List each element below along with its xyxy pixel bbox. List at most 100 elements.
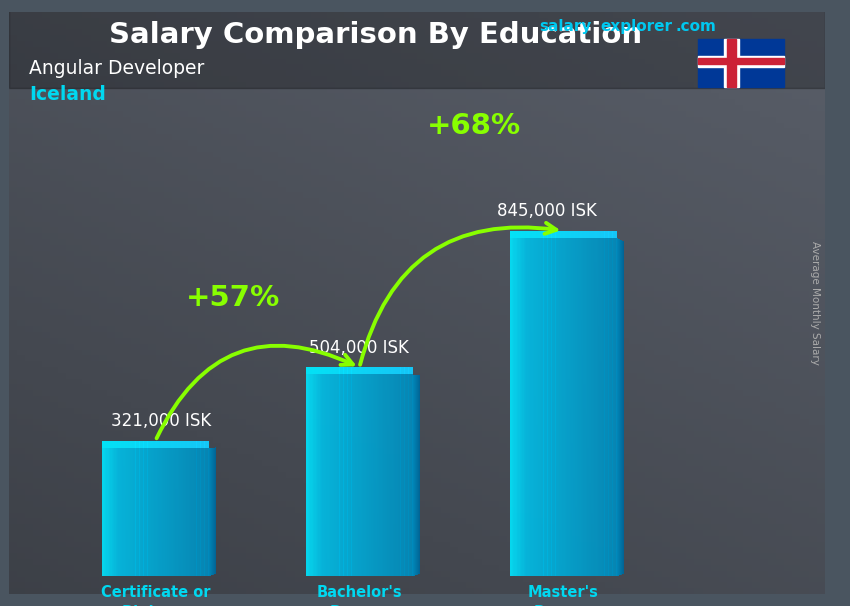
Bar (598, 231, 599, 238)
Bar (351, 375, 353, 576)
Bar (576, 238, 578, 576)
Bar (121, 448, 122, 576)
Bar (126, 441, 128, 448)
Bar (170, 441, 172, 448)
Text: explorer: explorer (600, 19, 672, 34)
Bar (513, 231, 514, 238)
Bar (615, 238, 616, 576)
Bar (522, 231, 524, 238)
Bar (163, 448, 165, 576)
Bar (199, 441, 201, 448)
Bar (306, 367, 308, 375)
Bar (543, 231, 545, 238)
Bar (396, 367, 398, 375)
Bar (550, 231, 552, 238)
Bar (698, 39, 784, 87)
Bar (332, 367, 333, 375)
Bar (405, 375, 407, 576)
Bar (516, 238, 517, 576)
Bar (574, 231, 575, 238)
Bar (109, 448, 110, 576)
Text: +68%: +68% (427, 112, 521, 140)
Bar (156, 448, 158, 576)
Bar (135, 441, 137, 448)
Bar (102, 441, 104, 448)
Bar (365, 375, 366, 576)
Bar (122, 441, 123, 448)
Bar (393, 375, 394, 576)
Bar (314, 367, 315, 375)
Bar (366, 375, 367, 576)
Bar (196, 441, 198, 448)
Bar (372, 367, 374, 375)
Bar (158, 441, 160, 448)
Bar (578, 238, 580, 576)
Bar (526, 238, 528, 576)
Bar (567, 231, 569, 238)
Bar (537, 238, 538, 576)
Bar (557, 238, 558, 576)
Bar (144, 448, 146, 576)
Bar (137, 448, 139, 576)
Bar (615, 231, 616, 238)
Bar (310, 367, 312, 375)
Bar (599, 231, 601, 238)
Bar (320, 367, 321, 375)
Bar (8, 1, 824, 88)
Bar (386, 367, 388, 375)
Bar (360, 367, 362, 375)
Bar (150, 448, 151, 576)
Bar (529, 231, 530, 238)
Bar (329, 375, 331, 576)
Bar (114, 441, 116, 448)
Bar (517, 238, 518, 576)
Bar (559, 231, 561, 238)
Bar (374, 367, 376, 375)
Bar (357, 375, 358, 576)
Bar (345, 367, 346, 375)
Bar (132, 441, 133, 448)
Bar (153, 448, 154, 576)
Bar (308, 367, 309, 375)
Bar (407, 375, 409, 576)
Bar (381, 367, 382, 375)
Bar (564, 231, 566, 238)
Bar (570, 231, 571, 238)
Bar (141, 448, 142, 576)
Bar (139, 448, 141, 576)
Bar (513, 238, 514, 576)
Bar (390, 367, 391, 375)
Bar (343, 375, 345, 576)
Bar (405, 367, 407, 375)
Bar (550, 238, 552, 576)
Bar (564, 238, 566, 576)
Bar (325, 367, 326, 375)
Bar (561, 238, 562, 576)
Bar (538, 231, 540, 238)
Bar (521, 231, 523, 238)
Bar (525, 231, 526, 238)
Bar (313, 367, 314, 375)
Bar (168, 448, 170, 576)
Bar (394, 367, 395, 375)
Bar (519, 238, 521, 576)
Bar (369, 375, 370, 576)
Bar (354, 367, 355, 375)
Bar (129, 448, 130, 576)
Bar (597, 231, 598, 238)
Bar (339, 367, 341, 375)
Bar (518, 231, 519, 238)
Bar (327, 375, 329, 576)
Bar (205, 441, 206, 448)
Bar (547, 231, 549, 238)
Bar (154, 441, 156, 448)
Text: +57%: +57% (186, 284, 280, 311)
Bar (519, 231, 521, 238)
Bar (391, 375, 393, 576)
Bar (180, 441, 182, 448)
Bar (540, 238, 541, 576)
Bar (698, 39, 784, 87)
Bar (128, 448, 129, 576)
Bar (363, 367, 365, 375)
Bar (326, 375, 327, 576)
